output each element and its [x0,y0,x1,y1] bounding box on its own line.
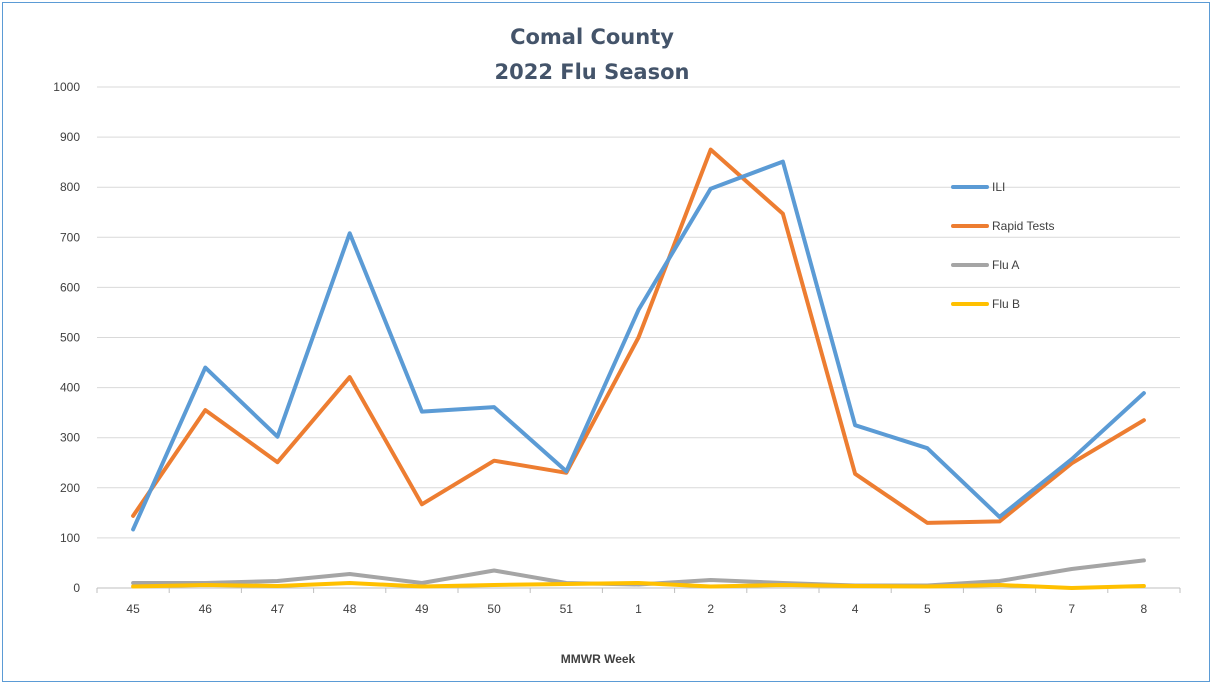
legend-item: ILI [951,180,1005,194]
y-tick-label: 800 [60,180,80,194]
y-tick-label: 200 [60,481,80,495]
legend-label: Flu A [992,258,1019,272]
y-tick-label: 500 [60,331,80,345]
x-tick-label: 45 [126,602,140,616]
y-tick-label: 700 [60,230,80,244]
x-tick-label: 5 [924,602,931,616]
chart-title: Comal County [510,25,674,49]
y-tick-label: 900 [60,130,80,144]
series-line-flu-b [131,581,1146,590]
x-tick-label: 47 [271,602,285,616]
y-tick-label: 600 [60,280,80,294]
x-tick-label: 4 [852,602,859,616]
legend-item: Flu B [951,297,1020,311]
y-tick-label: 100 [60,531,80,545]
legend-item: Rapid Tests [951,219,1054,233]
flu-season-line-chart: Comal County 2022 Flu Season 0 100 200 300 4… [53,25,1181,666]
legend: ILI Rapid Tests Flu A Flu B [951,180,1054,311]
x-tick-label: 49 [415,602,429,616]
x-tick-label: 8 [1141,602,1148,616]
x-tick-label: 6 [996,602,1003,616]
gridlines [97,86,1180,589]
x-tick-label: 48 [343,602,357,616]
x-tick-label: 51 [560,602,574,616]
legend-item: Flu A [951,258,1019,272]
y-tick-label: 1000 [53,80,80,94]
x-axis: 45 46 47 48 49 50 51 1 2 3 4 5 6 7 8 [96,588,1181,616]
legend-label: Flu B [992,297,1020,311]
series-line-ili [131,159,1146,532]
series-line-rapid-tests [131,147,1146,525]
series-lines [131,147,1146,590]
x-tick-label: 1 [635,602,642,616]
y-tick-label: 400 [60,381,80,395]
x-axis-label: MMWR Week [561,652,636,666]
x-tick-label: 50 [487,602,501,616]
x-tick-label: 3 [780,602,787,616]
y-tick-label: 0 [73,581,80,595]
x-tick-label: 2 [707,602,714,616]
legend-label: Rapid Tests [992,219,1054,233]
y-axis: 0 100 200 300 400 500 600 700 800 900 1000 [53,80,80,595]
legend-label: ILI [992,180,1005,194]
chart-subtitle: 2022 Flu Season [495,60,690,84]
x-tick-label: 7 [1068,602,1075,616]
y-tick-label: 300 [60,431,80,445]
x-tick-label: 46 [199,602,213,616]
